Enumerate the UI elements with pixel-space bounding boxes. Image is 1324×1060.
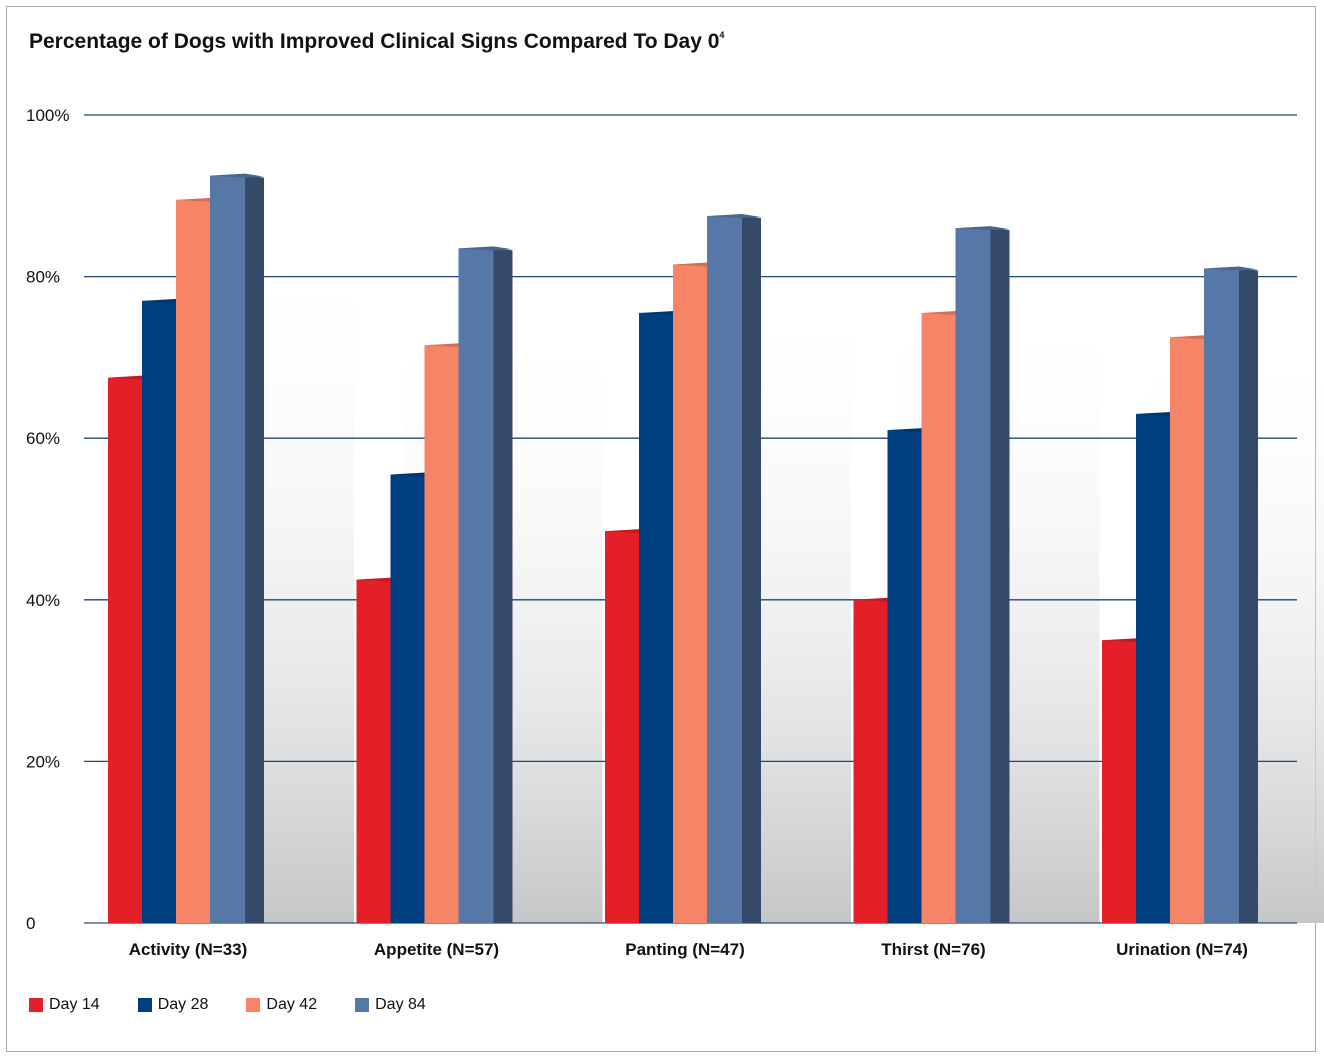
bar-front-face	[1102, 640, 1137, 923]
bar-front-face	[390, 474, 426, 923]
y-tick-label: 60%	[26, 429, 60, 448]
bar-side-face	[1239, 268, 1258, 923]
bar-side-face	[742, 216, 761, 923]
bar-day-84	[210, 173, 264, 924]
bar-side-face	[493, 248, 513, 923]
y-tick-label: 80%	[26, 268, 60, 287]
bar-front-face	[458, 248, 494, 923]
bar-front-face	[210, 175, 245, 924]
bar-day-84	[707, 214, 761, 923]
x-tick-label: Activity (N=33)	[129, 940, 248, 959]
legend-label: Day 14	[49, 996, 100, 1013]
bar-front-face	[176, 199, 211, 924]
bar-front-face	[639, 312, 674, 924]
y-tick-label: 100%	[26, 106, 69, 125]
bar-day-84	[458, 246, 513, 923]
bar-day-84	[1204, 266, 1258, 923]
legend-label: Day 28	[157, 996, 209, 1013]
legend-swatch	[246, 998, 261, 1012]
x-tick-label: Appetite (N=57)	[374, 940, 499, 959]
bar-side-face	[990, 228, 1010, 923]
bar-front-face	[356, 579, 392, 923]
x-tick-label: Urination (N=74)	[1116, 940, 1248, 959]
bar-top-face	[210, 173, 264, 178]
y-tick-label: 20%	[26, 752, 60, 771]
bar-front-face	[955, 228, 991, 923]
x-tick-label: Panting (N=47)	[625, 940, 745, 959]
bar-day-84	[955, 226, 1010, 923]
chart-title: Percentage of Dogs with Improved Clinica…	[29, 30, 725, 53]
legend-item: Day 84	[355, 996, 426, 1014]
bar-top-face	[458, 246, 513, 251]
bar-front-face	[1204, 268, 1239, 923]
x-tick-label: Thirst (N=76)	[881, 940, 985, 959]
title-footnote-ref: 4	[719, 30, 725, 40]
legend: Day 14 Day 28 Day 42 Day 84	[29, 996, 464, 1014]
bar-side-face	[245, 175, 264, 924]
bar-front-face	[605, 531, 640, 923]
legend-swatch	[137, 998, 152, 1012]
bar-front-face	[142, 300, 177, 924]
bar-top-face	[1204, 266, 1258, 271]
legend-swatch	[355, 998, 370, 1012]
bar-front-face	[853, 599, 889, 923]
y-tick-label: 0	[26, 914, 35, 933]
bar-front-face	[1136, 413, 1171, 923]
bar-front-face	[108, 377, 143, 924]
bar-front-face	[424, 345, 460, 923]
bar-front-face	[1170, 337, 1205, 923]
bar-top-face	[955, 226, 1010, 231]
legend-label: Day 42	[266, 996, 318, 1013]
bar-top-face	[707, 214, 761, 218]
y-tick-label: 40%	[26, 591, 60, 610]
legend-label: Day 84	[375, 996, 426, 1013]
bar-front-face	[673, 264, 708, 924]
legend-swatch	[29, 998, 43, 1012]
legend-item: Day 42	[246, 996, 317, 1014]
bar-front-face	[887, 430, 923, 923]
legend-item: Day 28	[137, 996, 209, 1014]
bar-front-face	[707, 216, 742, 923]
legend-item: Day 14	[29, 996, 100, 1014]
bar-front-face	[921, 312, 957, 924]
